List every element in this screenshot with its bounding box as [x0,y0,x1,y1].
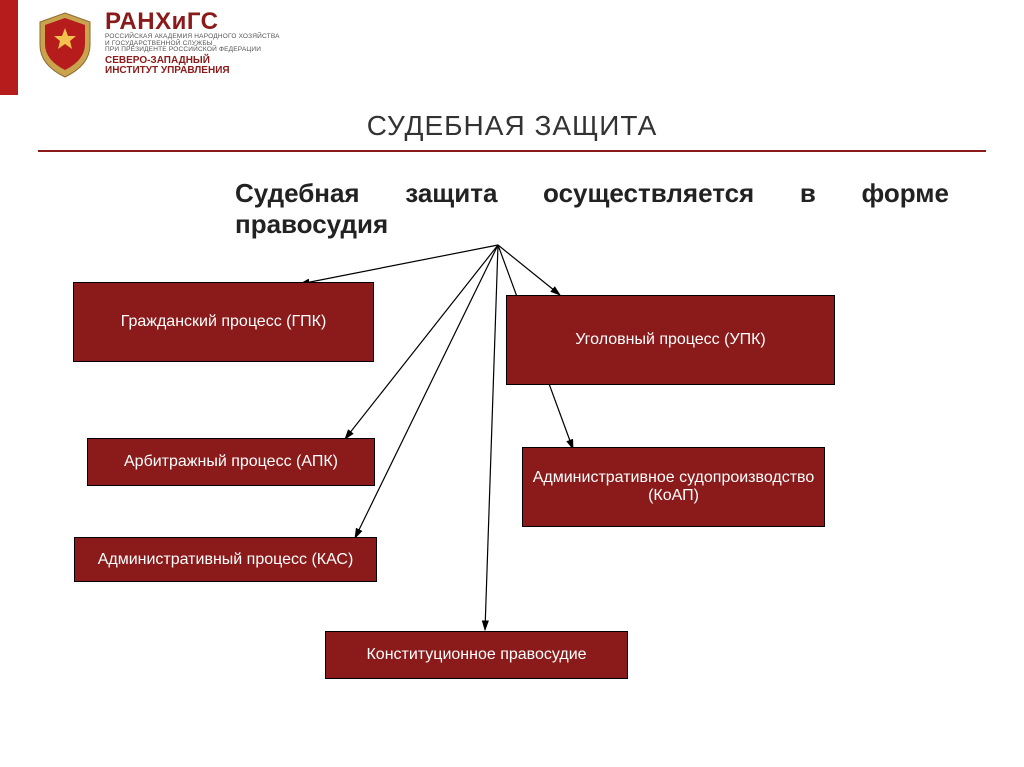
box-gpk: Гражданский процесс (ГПК) [73,282,374,362]
logo-line3: ПРИ ПРЕЗИДЕНТЕ РОССИЙСКОЙ ФЕДЕРАЦИИ [105,47,280,54]
subtitle: Судебная защита осуществляется в форме п… [235,178,949,240]
box-kas: Административный процесс (КАС) [74,537,377,582]
box-const: Конституционное правосудие [325,631,628,679]
title-underline [38,150,986,152]
box-koap: Административное судопроизводство (КоАП) [522,447,825,527]
logo-title: РАНХиГС [105,10,280,34]
box-apk: Арбитражный процесс (АПК) [87,438,375,486]
logo-block: РАНХиГС РОССИЙСКАЯ АКАДЕМИЯ НАРОДНОГО ХО… [35,10,280,80]
emblem-icon [35,10,95,80]
logo-line5: ИНСТИТУТ УПРАВЛЕНИЯ [105,66,280,76]
slide-title: СУДЕБНАЯ ЗАЩИТА [0,110,1024,142]
logo-text: РАНХиГС РОССИЙСКАЯ АКАДЕМИЯ НАРОДНОГО ХО… [105,10,280,76]
logo-line4: СЕВЕРО-ЗАПАДНЫЙ [105,56,280,66]
accent-bar [0,0,18,95]
box-upk: Уголовный процесс (УПК) [506,295,835,385]
